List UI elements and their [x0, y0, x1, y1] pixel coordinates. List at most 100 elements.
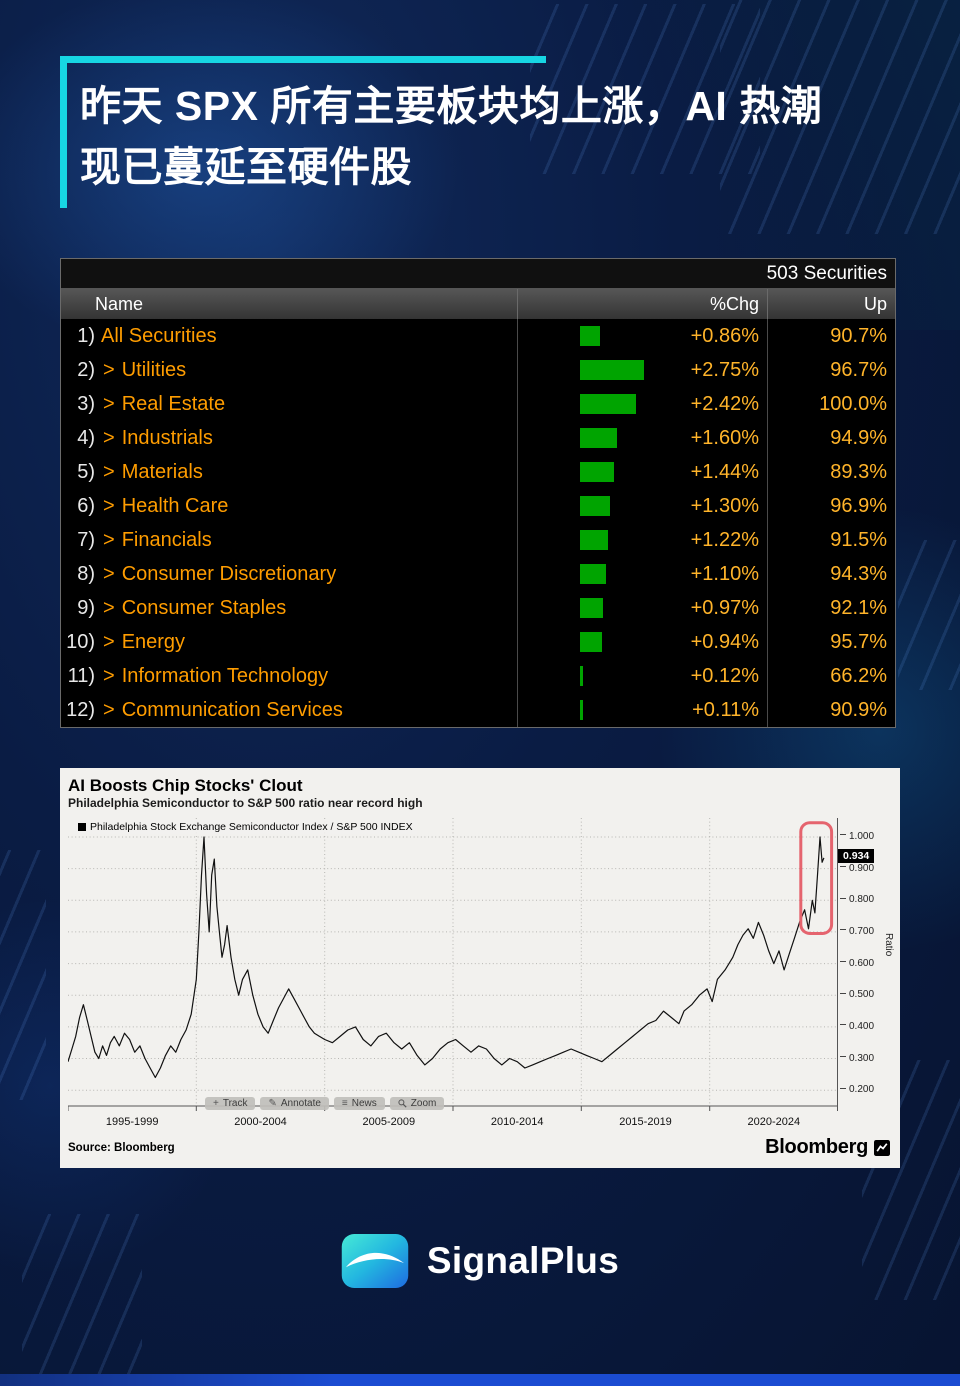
record-high-highlight [799, 821, 834, 936]
y-tick-label: 0.800 [840, 894, 874, 905]
ratio-line-chart[interactable] [68, 817, 838, 1113]
securities-count: 503 Securities [61, 259, 895, 289]
pct-change-cell: +0.11% [517, 693, 767, 727]
expand-arrow-icon: > [103, 461, 115, 483]
legend-swatch [78, 823, 86, 831]
change-bar [580, 326, 600, 346]
sector-name: > Consumer Staples [103, 597, 287, 619]
change-bar [580, 564, 606, 584]
securities-monitor-table: 503 Securities Name %Chg Up 1) All Securi… [60, 258, 896, 728]
table-row[interactable]: 10) > Energy +0.94% 95.7% [61, 625, 895, 659]
bloomberg-wordmark: Bloomberg [765, 1136, 890, 1159]
sector-name: All Securities [101, 325, 217, 347]
chart-footer: Source: Bloomberg Bloomberg [68, 1132, 892, 1159]
table-row[interactable]: 8) > Consumer Discretionary +1.10% 94.3% [61, 557, 895, 591]
pct-change-value: +1.60% [690, 427, 759, 449]
table-row[interactable]: 7) > Financials +1.22% 91.5% [61, 523, 895, 557]
change-bar [580, 462, 614, 482]
row-number: 9) [77, 597, 95, 619]
column-header-name[interactable]: Name [95, 294, 144, 314]
table-header-row: Name %Chg Up [61, 289, 895, 319]
toolbar-label: Annotate [280, 1098, 321, 1109]
row-number: 7) [77, 529, 95, 551]
pct-change-cell: +2.75% [517, 353, 767, 387]
toolbar-zoom-button[interactable]: Zoom [389, 1097, 445, 1110]
expand-arrow-icon: > [103, 393, 115, 415]
signalplus-wordmark: SignalPlus [426, 1240, 620, 1281]
magnifier-icon [398, 1099, 407, 1108]
change-bar [580, 496, 611, 516]
change-bar [580, 700, 583, 720]
chart-panel: AI Boosts Chip Stocks' Clout Philadelphi… [60, 768, 900, 1168]
table-row[interactable]: 2) > Utilities +2.75% 96.7% [61, 353, 895, 387]
table-row[interactable]: 4) > Industrials +1.60% 94.9% [61, 421, 895, 455]
plot-area: Philadelphia Stock Exchange Semiconducto… [68, 817, 894, 1113]
title-line-1: 昨天 SPX 所有主要板块均上涨，AI 热潮 [80, 83, 823, 129]
title-line-2: 现已蔓延至硬件股 [80, 144, 412, 190]
change-bar [580, 394, 637, 414]
column-header-up[interactable]: Up [767, 289, 895, 319]
expand-arrow-icon: > [103, 529, 115, 551]
source-note: Source: Bloomberg [68, 1141, 175, 1154]
pct-change-value: +0.97% [690, 597, 759, 619]
chart-subtitle: Philadelphia Semiconductor to S&P 500 ra… [68, 796, 423, 810]
expand-arrow-icon: > [103, 597, 115, 619]
x-axis-labels: 1995-1999 2000-2004 2005-2009 2010-2014 2015… [68, 1116, 838, 1132]
expand-arrow-icon: > [103, 631, 115, 653]
y-tick-label: 0.500 [840, 989, 874, 1000]
up-percent-value: 66.2% [767, 659, 895, 693]
y-axis-labels: 1.000 0.900 0.800 0.700 0.600 0.500 0.400 0.300… [838, 817, 892, 1113]
table-row[interactable]: 12) > Communication Services +0.11% 90.9% [61, 693, 895, 727]
row-number: 10) [66, 631, 95, 653]
sector-name: > Real Estate [103, 393, 226, 415]
sector-name: > Materials [103, 461, 203, 483]
table-row[interactable]: 3) > Real Estate +2.42% 100.0% [61, 387, 895, 421]
sector-name: > Industrials [103, 427, 213, 449]
toolbar-annotate-button[interactable]: ✎ Annotate [260, 1097, 329, 1110]
sector-name: > Consumer Discretionary [103, 563, 337, 585]
table-row[interactable]: 1) All Securities +0.86% 90.7% [61, 319, 895, 353]
pct-change-cell: +1.60% [517, 421, 767, 455]
up-percent-value: 89.3% [767, 455, 895, 489]
page-title: 昨天 SPX 所有主要板块均上涨，AI 热潮 现已蔓延至硬件股 [60, 56, 902, 198]
up-percent-value: 95.7% [767, 625, 895, 659]
table-row[interactable]: 11) > Information Technology +0.12% 66.2% [61, 659, 895, 693]
toolbar-track-button[interactable]: + Track [205, 1097, 256, 1110]
table-row[interactable]: 5) > Materials +1.44% 89.3% [61, 455, 895, 489]
row-number: 4) [77, 427, 95, 449]
bloomberg-label: Bloomberg [765, 1136, 868, 1158]
pct-change-cell: +0.12% [517, 659, 767, 693]
table-body: 1) All Securities +0.86% 90.7% 2) > Utilities +… [61, 319, 895, 727]
pencil-icon: ✎ [268, 1098, 277, 1109]
news-list-icon: ≡ [341, 1098, 348, 1109]
column-header-pct-chg[interactable]: %Chg [517, 289, 767, 319]
change-bar [580, 666, 583, 686]
table-row[interactable]: 9) > Consumer Staples +0.97% 92.1% [61, 591, 895, 625]
pct-change-value: +0.11% [692, 699, 759, 721]
table-row[interactable]: 6) > Health Care +1.30% 96.9% [61, 489, 895, 523]
toolbar-label: Track [222, 1098, 248, 1109]
legend-label: Philadelphia Stock Exchange Semiconducto… [90, 821, 413, 833]
pct-change-value: +0.94% [690, 631, 759, 653]
row-number: 1) [77, 325, 95, 347]
pct-change-value: +2.42% [690, 393, 759, 415]
up-percent-value: 94.9% [767, 421, 895, 455]
chart-legend: Philadelphia Stock Exchange Semiconducto… [74, 820, 417, 834]
pct-change-value: +2.75% [690, 359, 759, 381]
pct-change-value: +1.10% [690, 563, 759, 585]
expand-arrow-icon: > [103, 427, 115, 449]
sector-name: > Energy [103, 631, 186, 653]
row-number: 6) [77, 495, 95, 517]
sector-name: > Communication Services [103, 699, 343, 721]
up-percent-value: 94.3% [767, 557, 895, 591]
toolbar-news-button[interactable]: ≡ News [333, 1097, 385, 1110]
up-percent-value: 96.9% [767, 489, 895, 523]
footer-brand: SignalPlus [0, 1234, 960, 1288]
accent-rule-left [60, 56, 67, 208]
current-value-badge: 0.934 [838, 848, 875, 863]
plus-icon: + [213, 1098, 219, 1109]
sector-name: > Utilities [103, 359, 187, 381]
row-number: 3) [77, 393, 95, 415]
chart-title: AI Boosts Chip Stocks' Clout [68, 776, 303, 795]
y-axis-title: Ratio [883, 933, 894, 957]
